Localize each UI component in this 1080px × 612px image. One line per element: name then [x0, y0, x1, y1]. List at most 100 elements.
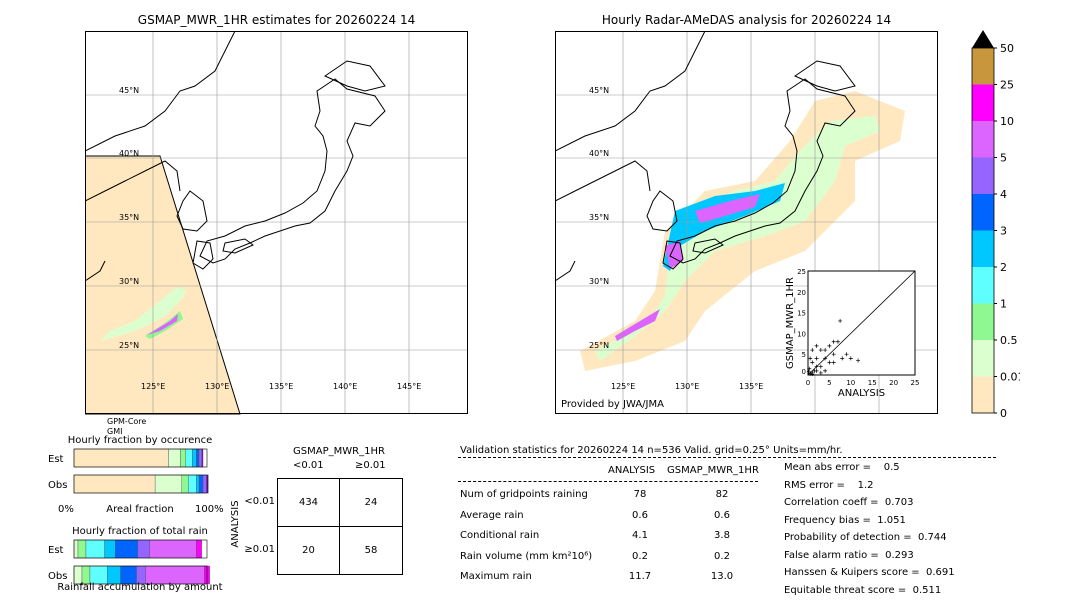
coastline: [669, 78, 856, 264]
colorbar-segment: [972, 121, 994, 158]
scatter-point: [818, 348, 823, 353]
scatter-point: [814, 356, 819, 361]
x-tick: 100%: [195, 504, 224, 515]
fraction-bar-segment: [154, 474, 182, 494]
scatter-point: [814, 343, 819, 348]
stats-header: Validation statistics for 20260224 14 n=…: [460, 445, 843, 456]
fraction-bar-segment: [202, 474, 208, 494]
map-frame: [555, 31, 938, 414]
fraction-bar-segment: [185, 448, 193, 468]
coastline: [555, 31, 706, 282]
colorbar-label: 0.01: [1000, 371, 1020, 384]
scatter-point: [848, 356, 853, 361]
stats-gsmap-value: 13.0: [710, 571, 734, 582]
lat-label: 45°N: [119, 86, 139, 95]
score: Correlation coeff = 0.703: [784, 497, 914, 508]
stats-analysis-value: 0.6: [632, 509, 648, 521]
colorbar-label: 25: [1000, 79, 1014, 92]
credit: Provided by JWA/JMA: [561, 399, 664, 410]
scatter-point: [840, 356, 845, 361]
scatter-point: [810, 372, 815, 377]
scatter-point: [810, 348, 815, 353]
scatter-point: [823, 356, 828, 361]
fraction-bar-segment: [73, 539, 79, 559]
score: False alarm ratio = 0.293: [784, 549, 914, 561]
lon-label: 135°E: [739, 382, 763, 391]
scatter-point: [806, 369, 811, 374]
fraction-bar-segment: [180, 448, 186, 468]
fraction-bar-segment: [192, 448, 197, 468]
coastline-hokkaido: [793, 60, 856, 92]
colorbar-label: 10: [1000, 115, 1014, 128]
colorbar-segment: [972, 194, 994, 231]
lon-label: 130°E: [205, 382, 229, 391]
col-label: ≥0.01: [355, 460, 386, 471]
x-tick: 15: [868, 379, 877, 387]
x-tick: 20: [889, 379, 898, 387]
scatter-point: [844, 352, 849, 357]
lat-label: 35°N: [589, 213, 609, 222]
stats-analysis-value: 0.2: [632, 550, 648, 562]
colorbar: 50 25 10 5 4 3 2 1 0.5 0.01 0: [971, 30, 1020, 420]
score: Frequency bias = 1.051: [784, 514, 906, 526]
col-label: <0.01: [293, 460, 324, 471]
sensor-line: GMI: [107, 427, 123, 436]
fraction-bar-segment: [198, 448, 202, 468]
rain-area: [100, 287, 187, 341]
coastline-hokkaido: [323, 60, 386, 92]
fraction-bar-frame: [73, 448, 208, 468]
scatter-point: [827, 360, 832, 365]
divider: [458, 457, 996, 458]
cell: 434: [278, 479, 340, 527]
scatter-point: [827, 343, 832, 348]
fraction-bar-segment: [85, 539, 105, 559]
divider: [458, 481, 758, 482]
stats-col: ANALYSIS: [608, 465, 656, 476]
scatter-point: [807, 366, 812, 371]
fraction-bar-segment: [198, 474, 204, 494]
stats-gsmap-value: 0.6: [714, 509, 730, 521]
coastline: [222, 238, 254, 254]
diagonal-line: [807, 270, 916, 376]
colorbar-label: 4: [1000, 188, 1007, 201]
lon-label: 130°E: [675, 382, 699, 391]
colorbar-segment: [972, 230, 994, 267]
row-label: <0.01: [244, 496, 275, 507]
y-tick: 15: [797, 310, 806, 318]
scatter-point: [856, 358, 861, 363]
fraction-bar-frame: [73, 565, 208, 585]
coastline: [192, 240, 214, 270]
fraction-bar-segment: [73, 448, 169, 468]
fraction-bar-segment: [168, 448, 181, 468]
y-tick: 25: [797, 268, 806, 276]
coastline: [662, 240, 684, 270]
lat-label: 40°N: [119, 149, 139, 158]
stats-col: GSMAP_MWR_1HR: [667, 465, 759, 476]
stats-gsmap-value: 82: [715, 489, 729, 500]
colorbar-label: 5: [1000, 152, 1007, 165]
lat-label: 25°N: [119, 341, 139, 350]
stats-gsmap-value: 0.2: [714, 550, 730, 562]
sensor-line: GPM-Core: [107, 417, 147, 426]
row-axis-label: ANALYSIS: [230, 500, 241, 548]
colorbar-segment: [972, 303, 994, 340]
y-tick: 10: [797, 330, 806, 338]
colorbar-segment: [972, 376, 994, 413]
fraction-bar-segment: [77, 539, 87, 559]
stats-row-label: Conditional rain: [460, 530, 540, 541]
contingency-title: GSMAP_MWR_1HR: [293, 446, 385, 457]
fraction-bar-segment: [196, 474, 200, 494]
scatter-xlabel: ANALYSIS: [838, 388, 885, 399]
rain-area: [615, 309, 660, 341]
contingency-table: 434 24 20 58: [277, 478, 403, 575]
x-tick: 5: [827, 379, 831, 387]
lon-label: 140°E: [333, 382, 357, 391]
scatter-point: [810, 360, 815, 365]
colorbar-segment: [972, 340, 994, 377]
score: Mean abs error = 0.5: [784, 462, 900, 473]
scatter-point: [823, 368, 828, 373]
rain-area: [595, 116, 880, 361]
scatter-point: [835, 339, 840, 344]
fraction-bar-segment: [104, 539, 116, 559]
xlabel: Rainfall accumulation by amount: [57, 582, 222, 593]
